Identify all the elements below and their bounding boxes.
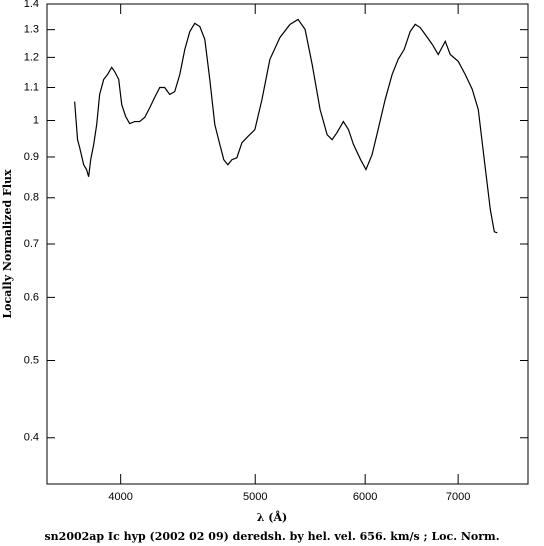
y-tick-label: 0.8 (24, 192, 39, 204)
y-tick-label: 1.2 (24, 51, 39, 63)
caption: sn2002ap Ic hyp (2002 02 09) deredsh. by… (44, 530, 499, 543)
x-tick-label: 7000 (446, 491, 470, 503)
y-tick-label: 1.3 (24, 24, 39, 36)
y-axis-label: Locally Normalized Flux (1, 169, 14, 319)
plot-frame (46, 3, 529, 485)
y-tick-label: 0.6 (24, 291, 39, 303)
y-tick-label: 0.4 (24, 432, 39, 444)
y-tick-label: 0.5 (24, 354, 39, 366)
x-tick-label: 4000 (108, 491, 132, 503)
y-tick-label: 0.9 (24, 151, 39, 163)
x-axis-label: λ (Å) (257, 510, 288, 524)
y-tick-label: 1.4 (24, 0, 39, 10)
x-tick-label: 6000 (353, 491, 377, 503)
spectrum-line (74, 18, 498, 234)
y-tick-label: 0.7 (24, 238, 39, 250)
x-tick-label: 5000 (243, 491, 267, 503)
y-tick-label: 1 (33, 114, 39, 126)
y-tick-label: 1.1 (24, 81, 39, 93)
